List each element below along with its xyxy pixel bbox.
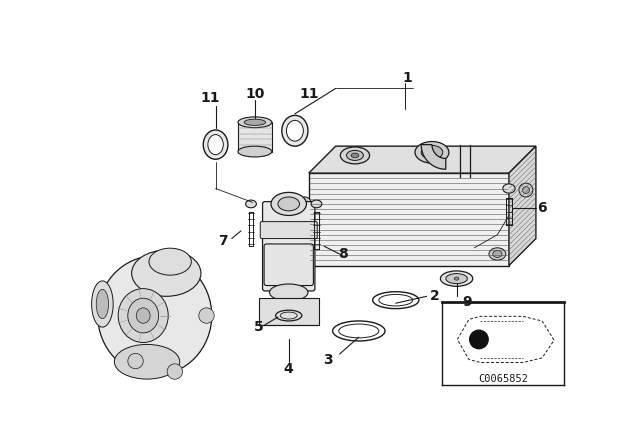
- Ellipse shape: [489, 248, 506, 260]
- Ellipse shape: [246, 200, 257, 208]
- Ellipse shape: [136, 308, 150, 323]
- Bar: [259, 298, 319, 325]
- Ellipse shape: [204, 130, 228, 159]
- Circle shape: [128, 353, 143, 369]
- Ellipse shape: [271, 192, 307, 215]
- Ellipse shape: [351, 153, 359, 158]
- Circle shape: [199, 308, 214, 323]
- Text: 4: 4: [284, 362, 294, 376]
- Ellipse shape: [340, 147, 369, 164]
- Ellipse shape: [415, 142, 449, 163]
- Ellipse shape: [238, 146, 272, 157]
- Circle shape: [470, 330, 488, 349]
- Ellipse shape: [278, 197, 300, 211]
- Text: 11: 11: [300, 87, 319, 101]
- Ellipse shape: [149, 248, 191, 275]
- Text: 7: 7: [218, 234, 228, 248]
- Ellipse shape: [96, 289, 109, 319]
- Ellipse shape: [115, 345, 180, 379]
- Ellipse shape: [493, 250, 502, 258]
- Ellipse shape: [346, 151, 364, 160]
- FancyBboxPatch shape: [262, 202, 315, 291]
- Ellipse shape: [132, 250, 201, 296]
- Ellipse shape: [440, 271, 473, 286]
- Ellipse shape: [297, 232, 312, 253]
- Ellipse shape: [244, 119, 266, 125]
- Ellipse shape: [311, 200, 322, 208]
- Text: 1: 1: [403, 71, 412, 86]
- Text: 11: 11: [200, 91, 220, 105]
- Ellipse shape: [287, 121, 303, 141]
- FancyBboxPatch shape: [264, 244, 314, 285]
- Ellipse shape: [446, 274, 467, 284]
- Text: 6: 6: [537, 201, 547, 215]
- Ellipse shape: [421, 146, 443, 159]
- Ellipse shape: [92, 281, 113, 327]
- Bar: [308, 173, 509, 266]
- Text: 3: 3: [323, 353, 333, 367]
- Ellipse shape: [282, 116, 308, 146]
- Ellipse shape: [301, 236, 308, 249]
- Ellipse shape: [118, 289, 168, 343]
- Ellipse shape: [519, 183, 533, 197]
- Ellipse shape: [522, 186, 529, 194]
- Ellipse shape: [98, 256, 212, 375]
- Ellipse shape: [297, 197, 312, 219]
- Ellipse shape: [238, 117, 272, 128]
- Bar: [238, 122, 272, 151]
- Text: 9: 9: [462, 295, 472, 309]
- Text: 2: 2: [429, 289, 439, 302]
- Ellipse shape: [208, 134, 223, 155]
- Polygon shape: [509, 146, 536, 266]
- Text: C0065852: C0065852: [478, 374, 528, 383]
- Polygon shape: [308, 146, 536, 173]
- Ellipse shape: [301, 202, 308, 214]
- Polygon shape: [421, 145, 446, 169]
- Text: 8: 8: [339, 247, 348, 261]
- FancyBboxPatch shape: [260, 222, 317, 238]
- Ellipse shape: [128, 298, 159, 333]
- Text: 10: 10: [245, 87, 264, 101]
- Circle shape: [167, 364, 182, 379]
- Text: 5: 5: [254, 320, 264, 334]
- Ellipse shape: [503, 184, 515, 193]
- Ellipse shape: [454, 277, 459, 280]
- Ellipse shape: [269, 284, 308, 301]
